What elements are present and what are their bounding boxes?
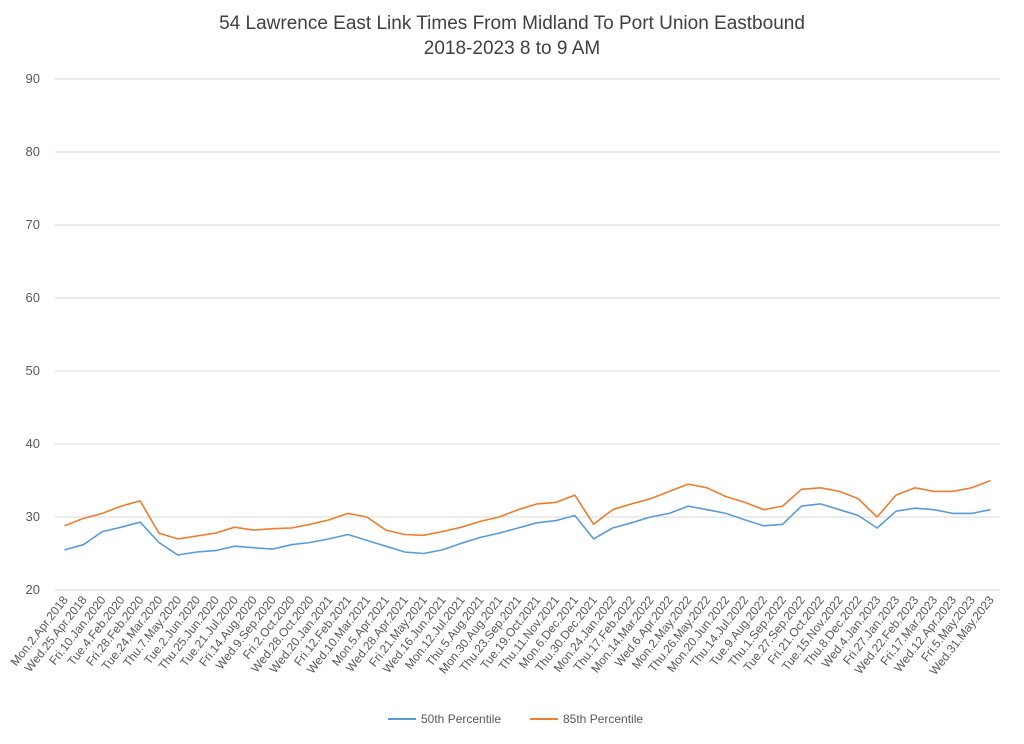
legend-label: 50th Percentile <box>421 712 501 726</box>
chart-title-line-1: 54 Lawrence East Link Times From Midland… <box>219 13 805 34</box>
series-lines <box>64 479 991 556</box>
y-tick-label: 20 <box>26 582 40 597</box>
y-tick-label: 80 <box>26 144 40 159</box>
y-tick-label: 60 <box>26 290 40 305</box>
y-tick-label: 30 <box>26 509 40 524</box>
legend: 50th Percentile 85th Percentile <box>388 712 643 726</box>
series-line-85th-percentile <box>64 479 991 540</box>
series-line-50th-percentile <box>64 503 991 556</box>
y-tick-label: 50 <box>26 363 40 378</box>
legend-label: 85th Percentile <box>563 712 643 726</box>
y-tick-label: 70 <box>26 217 40 232</box>
y-axis-ticks: 20 30 40 50 60 70 80 90 <box>26 71 40 597</box>
x-axis-ticks: Mon.2.Apr.2018Wed.25.Apr.2018Fri.10.Jan.… <box>8 593 997 678</box>
y-tick-label: 40 <box>26 436 40 451</box>
y-tick-label: 90 <box>26 71 40 86</box>
gridlines <box>55 78 1000 591</box>
chart-title-line-2: 2018-2023 8 to 9 AM <box>424 38 600 59</box>
